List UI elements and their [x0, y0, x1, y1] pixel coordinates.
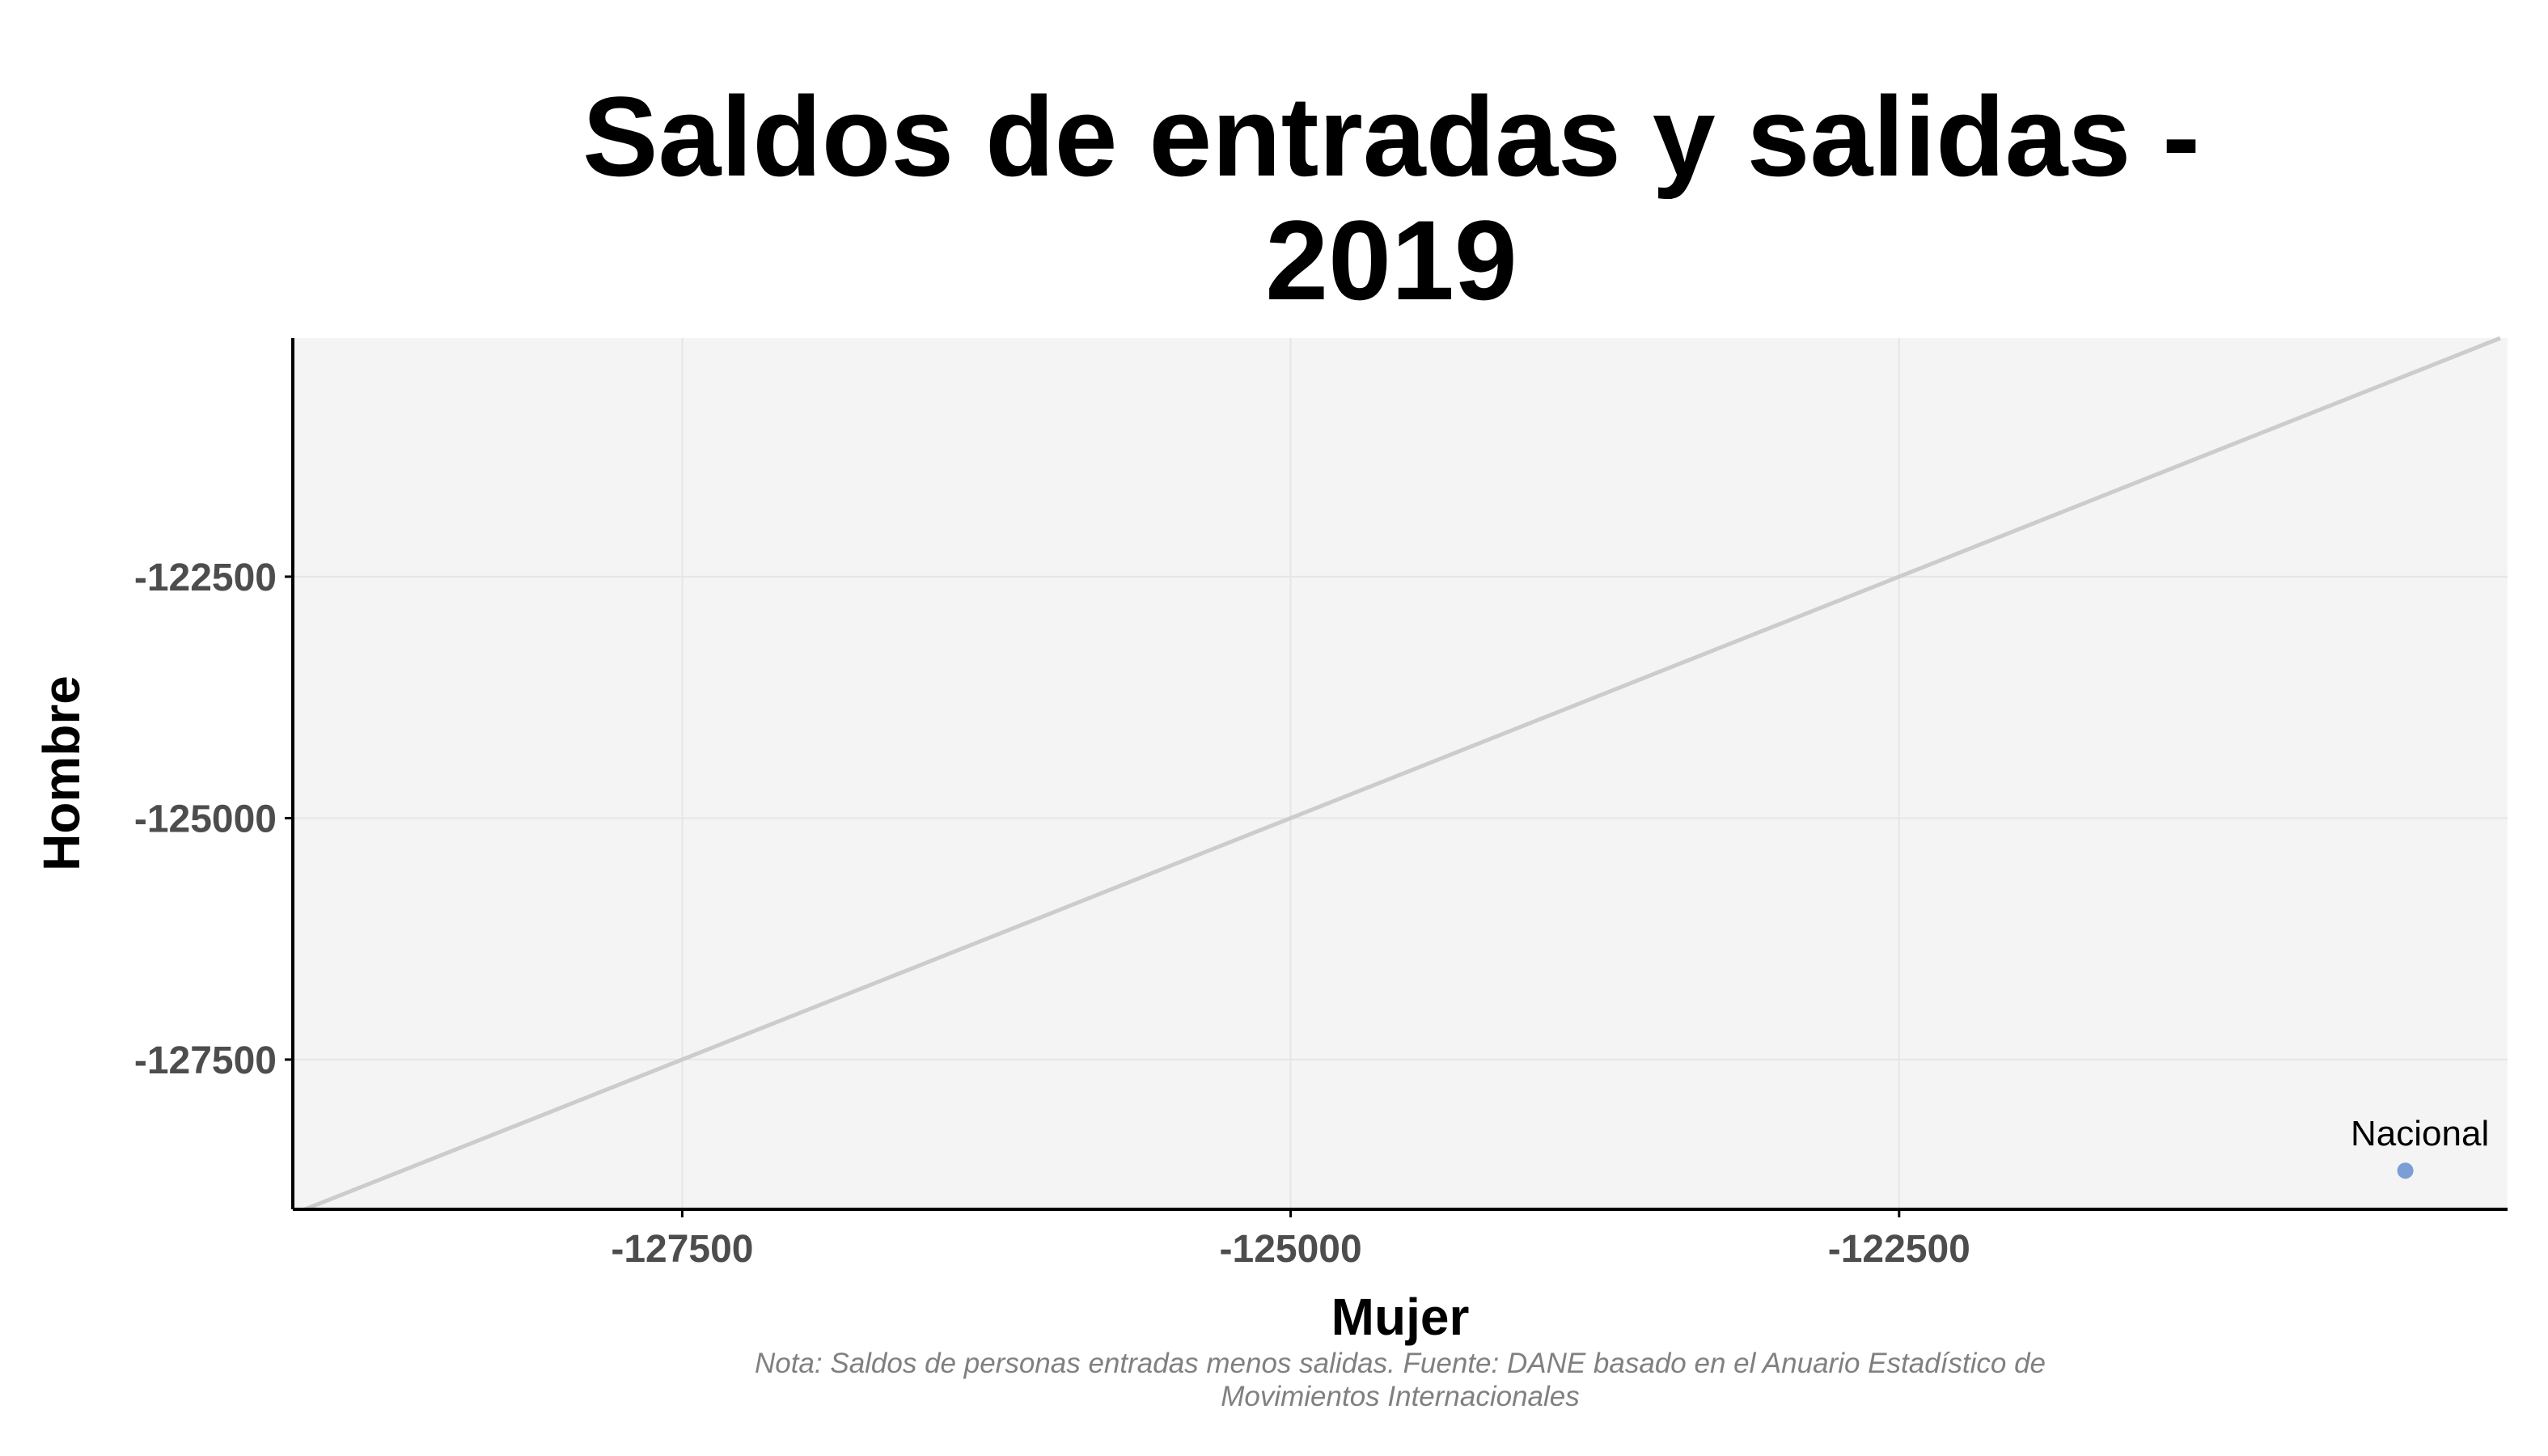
chart-title-line-1: Saldos de entradas y salidas -	[582, 73, 2200, 200]
y-tick-label: -125000	[134, 798, 277, 840]
y-axis-ticks: -122500 -125000 -127500	[134, 557, 293, 1082]
data-point-label: Nacional	[2351, 1114, 2489, 1153]
note-line-2: Movimientos Internacionales	[1221, 1381, 1580, 1412]
chart-title: Saldos de entradas y salidas - 2019	[582, 73, 2200, 324]
note-line-1: Nota: Saldos de personas entradas menos …	[755, 1348, 2046, 1379]
identity-reference-line	[304, 336, 2501, 1212]
y-tick-label: -122500	[134, 557, 277, 599]
y-tick-label: -127500	[134, 1039, 277, 1082]
y-axis-title: Hombre	[32, 675, 91, 871]
grid-lines	[293, 338, 2508, 1209]
chart-title-line-2: 2019	[1265, 197, 1517, 324]
data-point	[2397, 1162, 2414, 1179]
chart-note: Nota: Saldos de personas entradas menos …	[755, 1348, 2046, 1412]
x-axis-ticks: -127500 -125000 -122500	[611, 1209, 1970, 1271]
x-tick-label: -125000	[1220, 1228, 1362, 1271]
x-tick-label: -127500	[611, 1228, 753, 1271]
x-axis-title: Mujer	[1331, 1288, 1470, 1346]
data-points: Nacional	[2351, 1114, 2489, 1179]
reference-line-group	[304, 336, 2501, 1212]
x-tick-label: -122500	[1828, 1228, 1970, 1271]
